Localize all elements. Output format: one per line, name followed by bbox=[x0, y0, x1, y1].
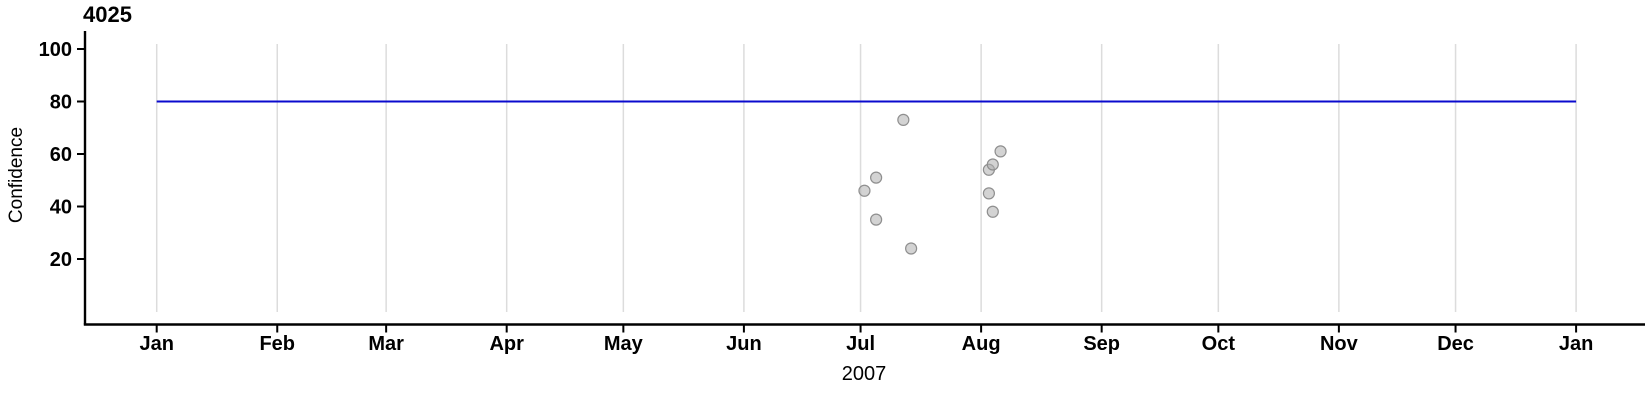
data-point bbox=[858, 184, 871, 197]
x-tick-label: Sep bbox=[1083, 333, 1120, 355]
data-point bbox=[986, 158, 999, 171]
y-tick-label: 100 bbox=[39, 39, 72, 61]
x-axis-year-label: 2007 bbox=[841, 363, 887, 385]
y-tick-label: 60 bbox=[50, 144, 72, 166]
x-tick-label: Mar bbox=[368, 333, 404, 355]
x-tick-label: Jan bbox=[139, 333, 173, 355]
data-point bbox=[897, 113, 910, 126]
x-tick-label: May bbox=[604, 333, 644, 355]
y-tick-label: 20 bbox=[50, 249, 72, 271]
data-point bbox=[986, 205, 999, 218]
data-point bbox=[905, 242, 918, 255]
data-point bbox=[994, 145, 1007, 158]
x-tick-label: Jul bbox=[846, 333, 875, 355]
x-tick-label: Apr bbox=[489, 333, 524, 355]
x-tick-label: Jun bbox=[726, 333, 762, 355]
data-point bbox=[982, 187, 995, 200]
chart-title: 4025 bbox=[83, 2, 132, 27]
y-tick-label: 40 bbox=[50, 197, 72, 219]
y-axis-label: Confidence bbox=[6, 126, 27, 224]
y-tick-label: 80 bbox=[50, 92, 72, 114]
data-point bbox=[870, 213, 883, 226]
x-tick-label: Nov bbox=[1320, 333, 1359, 355]
x-tick-label: Dec bbox=[1437, 333, 1474, 355]
x-tick-label: Aug bbox=[962, 333, 1001, 355]
x-tick-label: Feb bbox=[259, 333, 295, 355]
x-tick-label: Jan bbox=[1559, 333, 1593, 355]
data-point bbox=[870, 171, 883, 184]
x-tick-label: Oct bbox=[1202, 333, 1236, 355]
